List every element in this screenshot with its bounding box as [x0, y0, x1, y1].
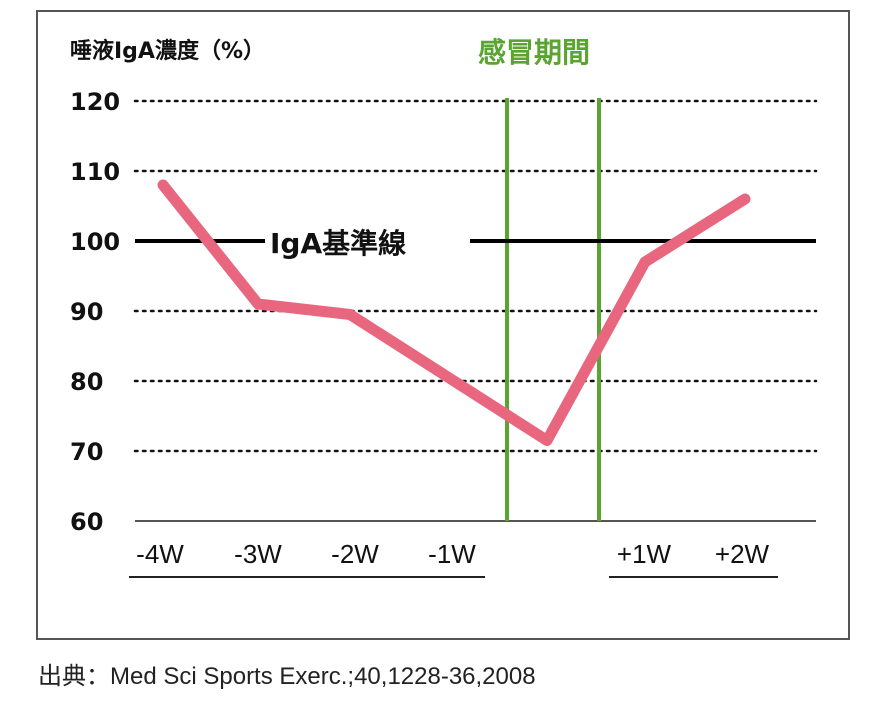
x-tick-label: -2W	[331, 539, 379, 569]
y-tick-label: 120	[70, 88, 120, 116]
x-tick-label: -3W	[234, 539, 282, 569]
x-tick-label: -1W	[428, 539, 476, 569]
y-tick-label: 100	[70, 228, 120, 256]
iga-series-line	[157, 179, 751, 446]
y-axis-ticks: 120 110 100 90 80 70 60	[70, 88, 120, 536]
cold-period-title: 感冒期間	[478, 36, 590, 69]
y-tick-label: 60	[70, 508, 103, 536]
x-axis-ticks: -4W -3W -2W -1W +1W +2W	[129, 539, 778, 578]
x-tick-label: +1W	[617, 539, 672, 569]
cold-period-lines	[505, 98, 601, 521]
baseline-label: IgA基準線	[270, 227, 406, 260]
iga-baseline: IgA基準線	[135, 227, 816, 260]
chart-frame	[36, 10, 850, 640]
gridlines	[133, 99, 818, 522]
source-citation: 出典：Med Sci Sports Exerc.;40,1228-36,2008	[38, 663, 536, 690]
y-tick-label: 110	[70, 158, 120, 186]
x-tick-label: +2W	[715, 539, 770, 569]
y-tick-label: 80	[70, 368, 103, 396]
x-tick-label: -4W	[136, 539, 184, 569]
y-tick-label: 70	[70, 438, 103, 466]
y-axis-title: 唾液IgA濃度（%）	[70, 38, 265, 64]
y-tick-label: 90	[70, 298, 103, 326]
